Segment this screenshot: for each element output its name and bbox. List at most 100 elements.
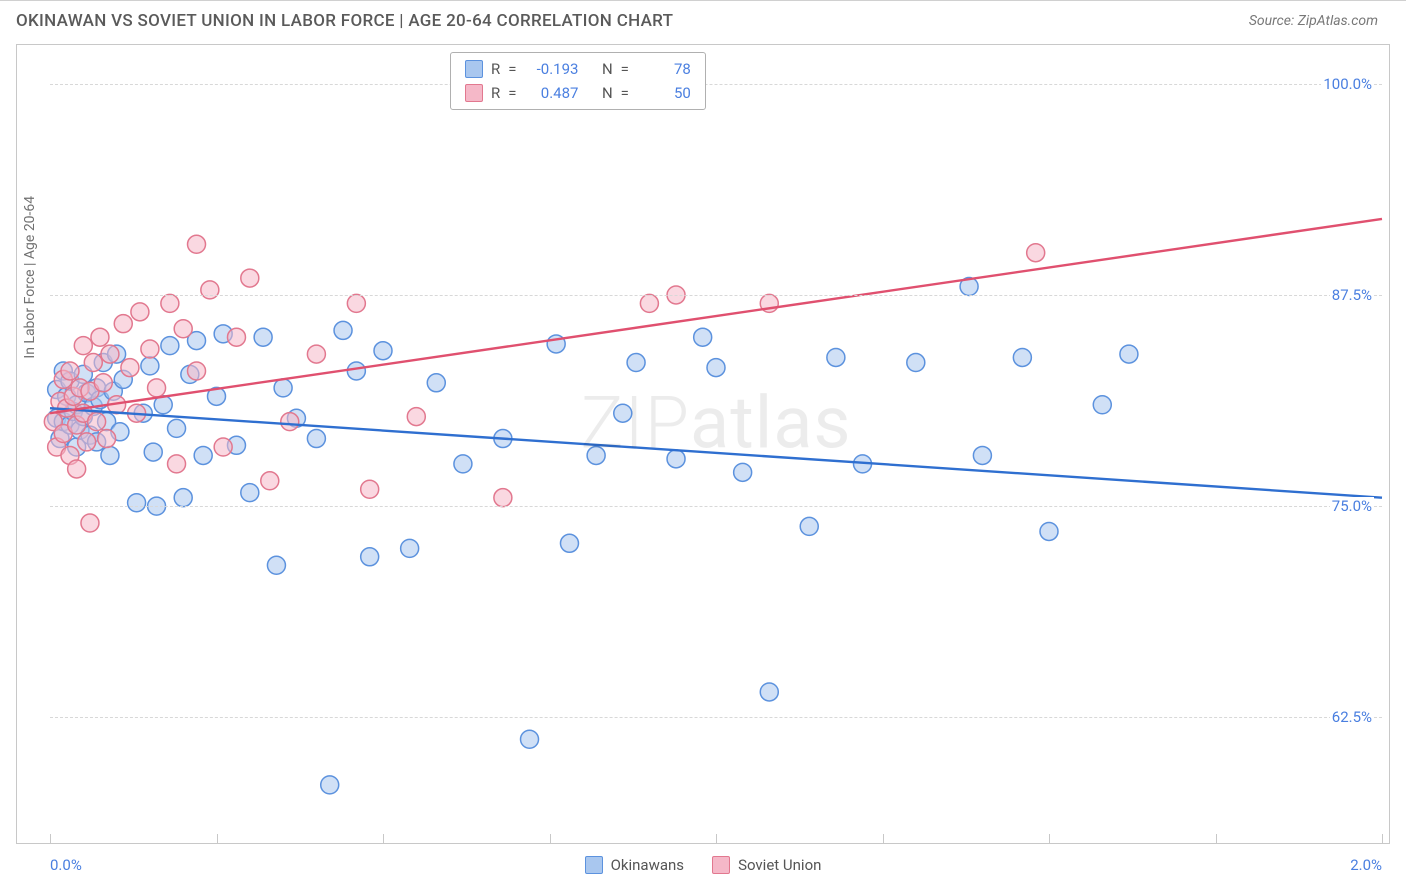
data-point-soviet xyxy=(161,294,179,312)
data-point-okinawans xyxy=(334,321,352,339)
chart-title: OKINAWAN VS SOVIET UNION IN LABOR FORCE … xyxy=(16,11,673,31)
data-point-okinawans xyxy=(454,455,472,473)
data-point-okinawans xyxy=(321,776,339,794)
data-point-okinawans xyxy=(614,404,632,422)
data-point-soviet xyxy=(114,315,132,333)
data-point-okinawans xyxy=(587,446,605,464)
data-point-okinawans xyxy=(560,534,578,552)
x-tick xyxy=(1049,834,1050,844)
y-tick-label: 62.5% xyxy=(1330,708,1374,726)
x-tick xyxy=(50,834,51,844)
data-point-okinawans xyxy=(707,359,725,377)
data-point-soviet xyxy=(361,480,379,498)
gridline-h xyxy=(50,717,1382,718)
gridline-h xyxy=(50,84,1382,85)
data-point-soviet xyxy=(131,303,149,321)
data-point-okinawans xyxy=(241,484,259,502)
eq: = xyxy=(621,81,629,105)
gridline-h xyxy=(50,506,1382,507)
source-name: ZipAtlas.com xyxy=(1298,13,1378,29)
data-point-okinawans xyxy=(827,348,845,366)
trend-line-soviet xyxy=(50,219,1382,413)
data-point-soviet xyxy=(407,408,425,426)
eq: = xyxy=(621,57,629,81)
data-point-okinawans xyxy=(973,446,991,464)
n-value-okinawans: 78 xyxy=(637,57,691,81)
data-point-okinawans xyxy=(667,450,685,468)
data-point-okinawans xyxy=(907,354,925,372)
stats-row-okinawans: R = -0.193 N = 78 xyxy=(465,57,691,81)
data-point-okinawans xyxy=(734,463,752,481)
stats-row-soviet: R = 0.487 N = 50 xyxy=(465,81,691,105)
data-point-soviet xyxy=(78,433,96,451)
data-point-okinawans xyxy=(194,446,212,464)
data-point-soviet xyxy=(94,374,112,392)
data-point-soviet xyxy=(74,337,92,355)
data-point-okinawans xyxy=(1093,396,1111,414)
data-point-soviet xyxy=(1027,244,1045,262)
data-point-okinawans xyxy=(274,379,292,397)
data-point-okinawans xyxy=(427,374,445,392)
data-point-okinawans xyxy=(307,430,325,448)
x-max-label: 2.0% xyxy=(1350,856,1382,874)
x-tick xyxy=(217,834,218,844)
r-value-soviet: 0.487 xyxy=(524,81,578,105)
data-point-soviet xyxy=(121,359,139,377)
data-point-okinawans xyxy=(1013,348,1031,366)
legend-label-soviet: Soviet Union xyxy=(738,856,821,874)
data-point-okinawans xyxy=(161,337,179,355)
data-point-soviet xyxy=(188,362,206,380)
gridline-h xyxy=(50,295,1382,296)
data-point-soviet xyxy=(347,294,365,312)
data-point-soviet xyxy=(241,269,259,287)
data-point-soviet xyxy=(227,328,245,346)
r-label: R xyxy=(491,81,500,105)
data-point-soviet xyxy=(68,460,86,478)
plot-area: ZIPatlas 62.5%75.0%87.5%100.0% xyxy=(50,50,1382,844)
legend-swatch-okinawans xyxy=(585,856,603,874)
data-point-okinawans xyxy=(521,730,539,748)
data-point-soviet xyxy=(168,455,186,473)
data-point-soviet xyxy=(84,354,102,372)
data-point-soviet xyxy=(174,320,192,338)
data-point-okinawans xyxy=(141,357,159,375)
data-point-okinawans xyxy=(144,443,162,461)
eq: = xyxy=(508,81,516,105)
y-tick-label: 75.0% xyxy=(1330,497,1374,515)
data-point-soviet xyxy=(98,430,116,448)
data-point-okinawans xyxy=(374,342,392,360)
data-point-okinawans xyxy=(168,419,186,437)
swatch-soviet xyxy=(465,84,483,102)
data-point-soviet xyxy=(494,489,512,507)
data-point-soviet xyxy=(141,340,159,358)
x-tick xyxy=(716,834,717,844)
data-point-okinawans xyxy=(174,489,192,507)
data-point-soviet xyxy=(101,345,119,363)
data-point-okinawans xyxy=(1040,522,1058,540)
n-label: N xyxy=(602,81,613,105)
y-tick-label: 87.5% xyxy=(1330,286,1374,304)
y-axis-title: In Labor Force | Age 20-64 xyxy=(22,196,38,359)
x-tick xyxy=(1382,834,1383,844)
data-point-okinawans xyxy=(267,556,285,574)
data-point-okinawans xyxy=(361,548,379,566)
data-point-okinawans xyxy=(347,362,365,380)
data-point-soviet xyxy=(214,438,232,456)
correlation-stats-box: R = -0.193 N = 78 R = 0.487 N = 50 xyxy=(450,52,706,110)
x-tick xyxy=(383,834,384,844)
r-label: R xyxy=(491,57,500,81)
r-value-okinawans: -0.193 xyxy=(524,57,578,81)
source-prefix: Source: xyxy=(1249,13,1298,29)
eq: = xyxy=(508,57,516,81)
swatch-okinawans xyxy=(465,60,483,78)
data-point-soviet xyxy=(91,328,109,346)
legend-bottom: Okinawans Soviet Union xyxy=(0,856,1406,874)
data-point-soviet xyxy=(148,379,166,397)
data-point-soviet xyxy=(261,472,279,490)
data-point-okinawans xyxy=(627,354,645,372)
data-point-okinawans xyxy=(254,328,272,346)
chart-header: OKINAWAN VS SOVIET UNION IN LABOR FORCE … xyxy=(0,0,1406,37)
x-tick xyxy=(883,834,884,844)
legend-item-okinawans: Okinawans xyxy=(585,856,684,874)
n-label: N xyxy=(602,57,613,81)
